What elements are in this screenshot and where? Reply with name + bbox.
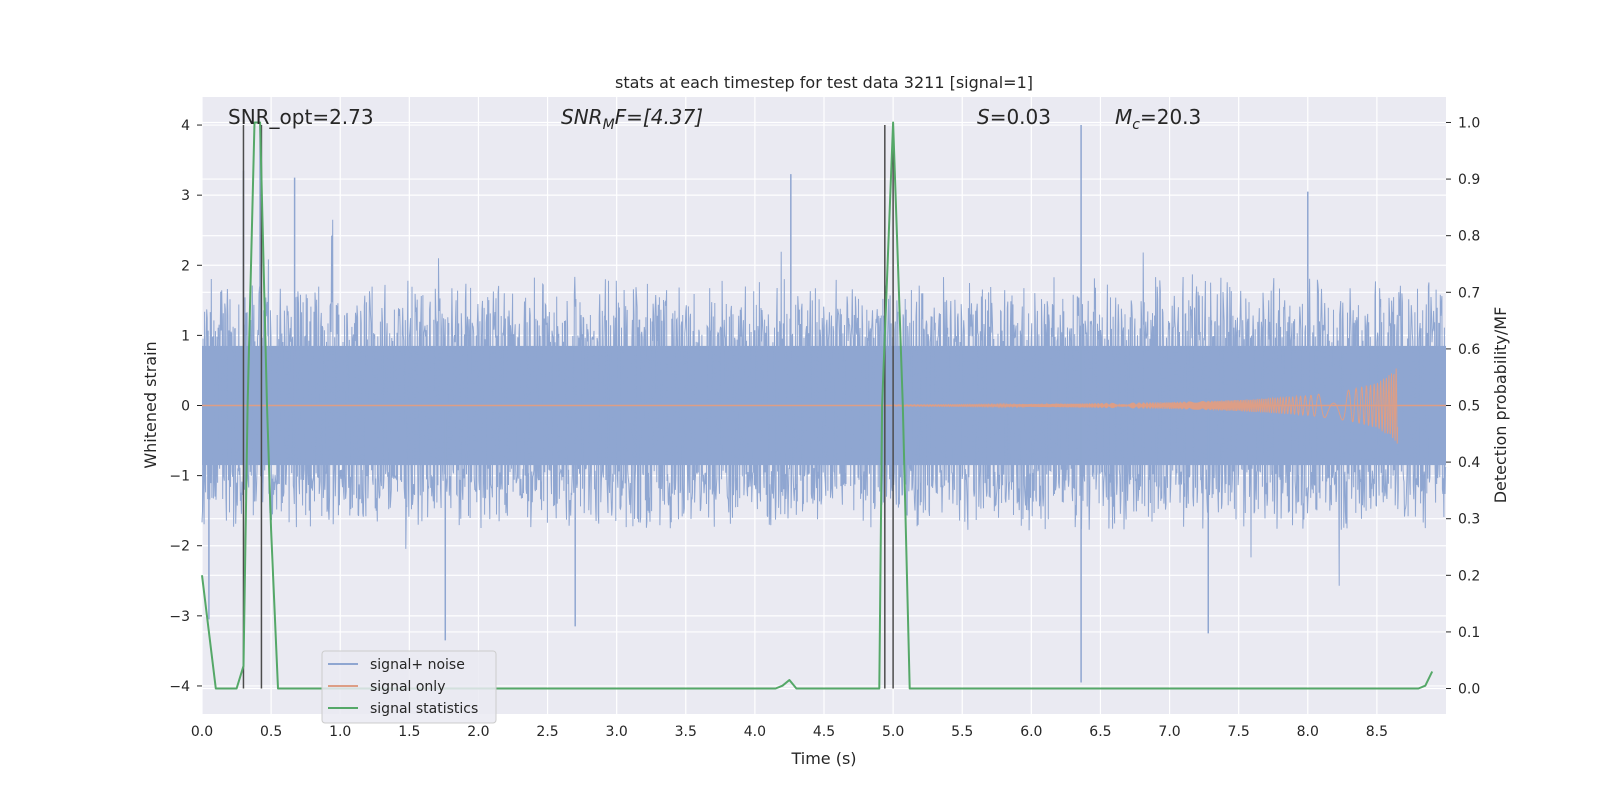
x-tick-label: 0.5 (260, 724, 282, 740)
y-right-tick-label: 0.2 (1458, 568, 1480, 584)
y-right-tick-label: 0.5 (1458, 399, 1480, 415)
y-tick-label: 0 (181, 399, 190, 415)
signal-chirp (892, 368, 1399, 444)
legend-box (321, 650, 497, 724)
x-tick-label: 2.5 (536, 724, 558, 740)
y-right-tick-label: 0.7 (1458, 285, 1480, 301)
y-tick-label: −1 (169, 469, 190, 485)
mc-annotation: Mc=20.3 (1115, 105, 1201, 133)
y-tick-label: −2 (169, 539, 190, 555)
x-tick-label: 6.0 (1020, 724, 1042, 740)
vertical-markers (242, 125, 894, 689)
x-axis-label: Time (s) (790, 749, 856, 768)
y-right-axis-label: Detection probability/MF (1491, 307, 1510, 504)
y-right-tick-label: 0.1 (1458, 625, 1480, 641)
mc-subscript: c (1132, 117, 1140, 133)
y-tick-label: 2 (181, 258, 190, 274)
y-tick-label: 3 (181, 188, 190, 204)
snr-mf-subscript: M (603, 117, 615, 133)
legend-label-signal: signal only (370, 679, 445, 695)
mc-name: M (1115, 105, 1132, 129)
x-tick-label: 8.5 (1366, 724, 1388, 740)
y-right-tick-label: 0.9 (1458, 172, 1480, 188)
y-right-tick-label: 0.0 (1458, 682, 1480, 698)
legend-label-noise: signal+ noise (370, 657, 465, 673)
x-tick-label: 8.0 (1297, 724, 1319, 740)
legend: signal+ noise signal only signal statist… (321, 650, 497, 724)
y-right-tick-labels: 1.0 0.9 0.8 0.7 0.6 0.5 0.4 0.3 0.2 0.1 0.0 (1446, 115, 1480, 698)
legend-label-stat: signal statistics (370, 701, 478, 717)
y-tick-label: 4 (181, 118, 190, 134)
s-annotation: S=0.03 (977, 105, 1051, 129)
y-right-tick-label: 0.6 (1458, 342, 1480, 358)
x-tick-label: 3.0 (606, 724, 628, 740)
x-tick-label: 7.5 (1228, 724, 1250, 740)
noise-trace (201, 219, 1447, 586)
y-tick-label: −4 (169, 679, 190, 695)
s-value: =0.03 (990, 105, 1051, 129)
snr-mf-rest: F=[4.37] (615, 105, 703, 129)
x-tick-label: 5.5 (951, 724, 973, 740)
x-tick-label: 6.5 (1089, 724, 1111, 740)
x-tick-label: 7.0 (1158, 724, 1180, 740)
signal-statistics-line (201, 121, 1434, 690)
x-tick-label: 2.0 (467, 724, 489, 740)
y-right-tick-label: 0.4 (1458, 455, 1480, 471)
x-tick-label: 3.5 (675, 724, 697, 740)
snr-mf-base: SNR (561, 105, 603, 129)
chart-title: stats at each timestep for test data 321… (615, 73, 1033, 92)
x-tick-labels: 0.0 0.5 1.0 1.5 2.0 2.5 3.0 3.5 4.0 4.5 5.0 5.5 6.0 6… (191, 724, 1388, 740)
x-tick-label: 4.5 (813, 724, 835, 740)
y-tick-label: 1 (181, 328, 190, 344)
x-tick-label: 1.5 (398, 724, 420, 740)
y-axis-label: Whitened strain (141, 341, 160, 468)
y-tick-label: −3 (169, 609, 190, 625)
x-tick-label: 5.0 (882, 724, 904, 740)
y-right-tick-label: 0.8 (1458, 229, 1480, 245)
y-tick-labels: 4 3 2 1 0 −1 −2 −3 −4 (169, 118, 202, 695)
s-name: S (977, 105, 990, 129)
mc-value: =20.3 (1140, 105, 1201, 129)
x-tick-label: 4.0 (744, 724, 766, 740)
signal-only-series (202, 368, 1446, 444)
signal-statistics-series (201, 121, 1434, 690)
snr-opt-annotation: SNR_opt=2.73 (228, 105, 374, 129)
x-tick-label: 1.0 (329, 724, 351, 740)
x-tick-label: 0.0 (191, 724, 213, 740)
y-right-tick-label: 0.3 (1458, 512, 1480, 528)
y-right-tick-label: 1.0 (1458, 115, 1480, 131)
snr-mf-annotation: SNRMF=[4.37] (561, 105, 703, 133)
